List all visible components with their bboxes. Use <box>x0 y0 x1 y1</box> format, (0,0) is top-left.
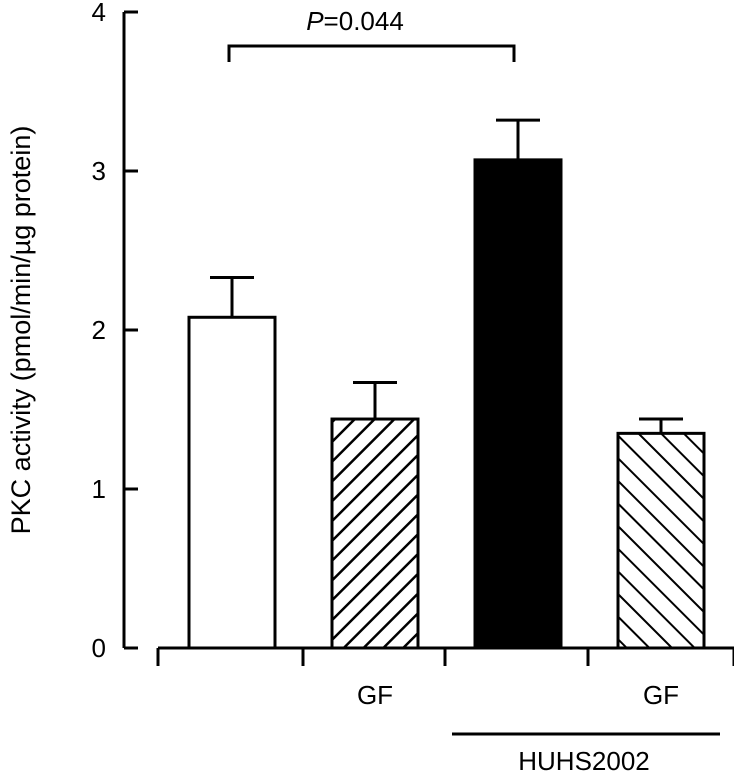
y-axis-ticks: 0 1 2 3 4 <box>92 0 138 663</box>
y-tick-label: 0 <box>92 633 106 663</box>
y-tick-label: 1 <box>92 474 106 504</box>
bar <box>330 417 420 650</box>
p-value-annotation: P=0.044 <box>306 6 404 36</box>
significance-bracket <box>227 44 516 62</box>
bars-group <box>187 118 706 650</box>
category-label: GF <box>357 680 393 710</box>
p-value: =0.044 <box>324 6 404 36</box>
bar <box>473 158 563 650</box>
bar <box>616 431 706 650</box>
p-italic: P <box>306 6 324 36</box>
x-axis-ticks <box>156 648 734 666</box>
category-labels: GF GF <box>357 680 679 710</box>
bar <box>187 315 277 650</box>
y-tick-label: 3 <box>92 156 106 186</box>
y-axis-label: PKC activity (pmol/min/µg protein) <box>6 126 36 535</box>
group-label: HUHS2002 <box>518 746 650 776</box>
y-tick-label: 4 <box>92 0 106 27</box>
y-tick-label: 2 <box>92 315 106 345</box>
category-label: GF <box>643 680 679 710</box>
